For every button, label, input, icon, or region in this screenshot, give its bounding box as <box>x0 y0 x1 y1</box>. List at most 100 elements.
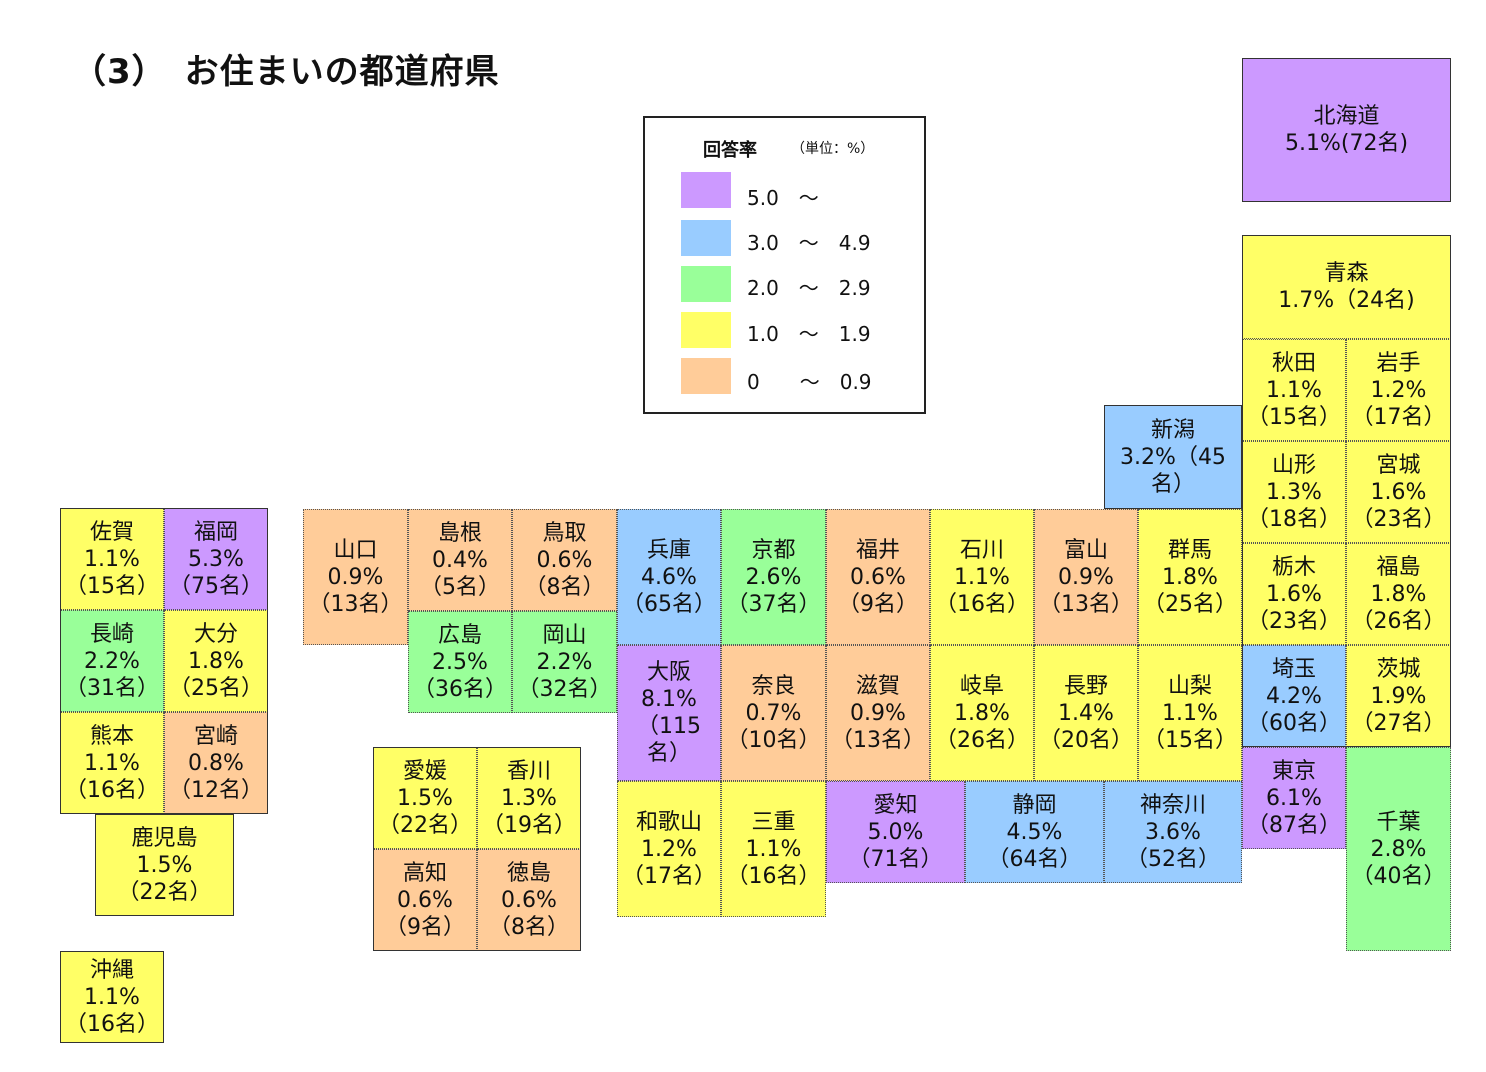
pref-count: （8名） <box>489 914 569 940</box>
pref-tokyo[interactable]: 東京 6.1% （87名） <box>1242 747 1346 849</box>
pref-ibaraki[interactable]: 茨城 1.9% （27名） <box>1346 645 1451 747</box>
pref-value: 1.3% <box>1266 479 1322 505</box>
pref-mie[interactable]: 三重 1.1% （16名） <box>721 781 826 917</box>
pref-tottori[interactable]: 鳥取 0.6% （8名） <box>512 509 617 611</box>
pref-niigata[interactable]: 新潟 3.2%（45 名） <box>1104 405 1242 509</box>
pref-count: （12名） <box>169 777 263 803</box>
pref-value: 5.0% <box>867 819 924 845</box>
pref-aichi[interactable]: 愛知 5.0% （71名） <box>826 781 965 883</box>
pref-fukui[interactable]: 福井 0.6% （9名） <box>826 509 930 645</box>
pref-wakayama[interactable]: 和歌山 1.2% （17名） <box>617 781 721 917</box>
pref-name: 千葉 <box>1376 809 1421 835</box>
pref-okayama[interactable]: 岡山 2.2% （32名） <box>512 611 617 713</box>
pref-name: 富山 <box>1063 537 1108 563</box>
pref-iwate[interactable]: 岩手 1.2% （17名） <box>1346 339 1451 441</box>
pref-value: 3.6% <box>1145 819 1201 845</box>
pref-value: 2.8% <box>1370 836 1427 862</box>
pref-count: （25名） <box>169 675 263 701</box>
pref-miyazaki[interactable]: 宮崎 0.8% （12名） <box>164 712 268 814</box>
pref-value: 0.6% <box>501 887 557 913</box>
pref-nara[interactable]: 奈良 0.7% （10名） <box>721 645 826 781</box>
pref-name: 埼玉 <box>1271 656 1316 682</box>
pref-name: 熊本 <box>89 723 134 749</box>
pref-name: 滋賀 <box>855 673 900 699</box>
pref-name: 愛知 <box>873 792 918 818</box>
pref-shizuoka[interactable]: 静岡 4.5% （64名） <box>965 781 1104 883</box>
pref-count: （71名） <box>848 846 943 872</box>
pref-count: （22名） <box>378 812 472 838</box>
legend-swatch-0 <box>681 358 731 394</box>
pref-shiga[interactable]: 滋賀 0.9% （13名） <box>826 645 930 781</box>
pref-miyagi[interactable]: 宮城 1.6% （23名） <box>1346 441 1451 543</box>
pref-nagano[interactable]: 長野 1.4% （20名） <box>1034 645 1138 781</box>
pref-aomori[interactable]: 青森 1.7%（24名) <box>1242 235 1451 339</box>
pref-count: （31名） <box>65 675 159 701</box>
pref-value: 0.9% <box>1058 564 1114 590</box>
pref-kagoshima[interactable]: 鹿児島 1.5% （22名） <box>95 814 234 916</box>
pref-gunma[interactable]: 群馬 1.8% （25名） <box>1138 509 1242 645</box>
pref-value: 0.9% <box>327 564 384 590</box>
pref-name: 香川 <box>506 758 551 784</box>
legend-swatch-3 <box>681 220 731 256</box>
pref-tochigi[interactable]: 栃木 1.6% （23名） <box>1242 543 1346 645</box>
pref-count: （27名） <box>1351 710 1446 736</box>
pref-saitama[interactable]: 埼玉 4.2% （60名） <box>1242 645 1346 747</box>
pref-osaka[interactable]: 大阪 8.1% （115 名） <box>617 645 721 781</box>
pref-name: 兵庫 <box>646 537 691 563</box>
pref-fukushima[interactable]: 福島 1.8% （26名） <box>1346 543 1451 645</box>
pref-name: 東京 <box>1271 758 1316 784</box>
pref-name: 愛媛 <box>402 758 447 784</box>
pref-shimane[interactable]: 島根 0.4% （5名） <box>408 509 512 611</box>
pref-value: 1.1% <box>745 836 802 862</box>
pref-yamaguchi[interactable]: 山口 0.9% （13名） <box>303 509 408 645</box>
pref-value: 1.5% <box>397 785 453 811</box>
pref-hokkaido[interactable]: 北海道 5.1%(72名) <box>1242 58 1451 202</box>
pref-count: （52名） <box>1126 846 1220 872</box>
pref-count: （65名） <box>622 591 716 617</box>
pref-kagawa[interactable]: 香川 1.3% （19名） <box>477 747 581 849</box>
pref-count: （5名） <box>420 574 500 600</box>
pref-gifu[interactable]: 岐阜 1.8% （26名） <box>930 645 1034 781</box>
pref-count: （13名） <box>308 591 403 617</box>
pref-value: 4.6% <box>641 564 697 590</box>
pref-hiroshima[interactable]: 広島 2.5% （36名） <box>408 611 512 713</box>
pref-name: 群馬 <box>1167 537 1212 563</box>
pref-kanagawa[interactable]: 神奈川 3.6% （52名） <box>1104 781 1242 883</box>
pref-name: 三重 <box>751 809 796 835</box>
pref-fukuoka[interactable]: 福岡 5.3% （75名） <box>164 508 268 610</box>
pref-name: 和歌山 <box>635 809 702 835</box>
pref-value: 0.6% <box>536 547 593 573</box>
pref-kochi[interactable]: 高知 0.6% （9名） <box>373 849 477 951</box>
pref-count: （15名） <box>1143 727 1237 753</box>
pref-yamanashi[interactable]: 山梨 1.1% （15名） <box>1138 645 1242 781</box>
pref-tokushima[interactable]: 徳島 0.6% （8名） <box>477 849 581 951</box>
pref-oita[interactable]: 大分 1.8% （25名） <box>164 610 268 712</box>
pref-saga[interactable]: 佐賀 1.1% （15名） <box>60 508 164 610</box>
pref-count: （26名） <box>935 727 1029 753</box>
pref-hyogo[interactable]: 兵庫 4.6% （65名） <box>617 509 721 645</box>
pref-okinawa[interactable]: 沖縄 1.1% （16名） <box>60 951 164 1043</box>
pref-count: （16名） <box>935 591 1029 617</box>
pref-kumamoto[interactable]: 熊本 1.1% （16名） <box>60 712 164 814</box>
pref-count: （16名） <box>65 1011 159 1037</box>
legend-label-3: 3.0 ～ 4.9 <box>747 231 871 255</box>
pref-akita[interactable]: 秋田 1.1% （15名） <box>1242 339 1346 441</box>
pref-kyoto[interactable]: 京都 2.6% （37名） <box>721 509 826 645</box>
pref-name: 新潟 <box>1150 417 1195 443</box>
pref-yamagata[interactable]: 山形 1.3% （18名） <box>1242 441 1346 543</box>
pref-value: 1.1% <box>84 984 140 1010</box>
pref-nagasaki[interactable]: 長崎 2.2% （31名） <box>60 610 164 712</box>
pref-name: 奈良 <box>751 673 796 699</box>
pref-count: （40名） <box>1351 863 1446 889</box>
pref-name: 山形 <box>1271 452 1316 478</box>
pref-toyama[interactable]: 富山 0.9% （13名） <box>1034 509 1138 645</box>
pref-count: （8名） <box>524 574 605 600</box>
pref-value: 5.3% <box>188 546 244 572</box>
pref-ehime[interactable]: 愛媛 1.5% （22名） <box>373 747 477 849</box>
pref-ishikawa[interactable]: 石川 1.1% （16名） <box>930 509 1034 645</box>
pref-chiba[interactable]: 千葉 2.8% （40名） <box>1346 747 1451 951</box>
pref-name: 福井 <box>855 537 900 563</box>
pref-count: （16名） <box>726 863 821 889</box>
pref-value: 1.6% <box>1370 479 1427 505</box>
pref-name: 島根 <box>437 520 482 546</box>
